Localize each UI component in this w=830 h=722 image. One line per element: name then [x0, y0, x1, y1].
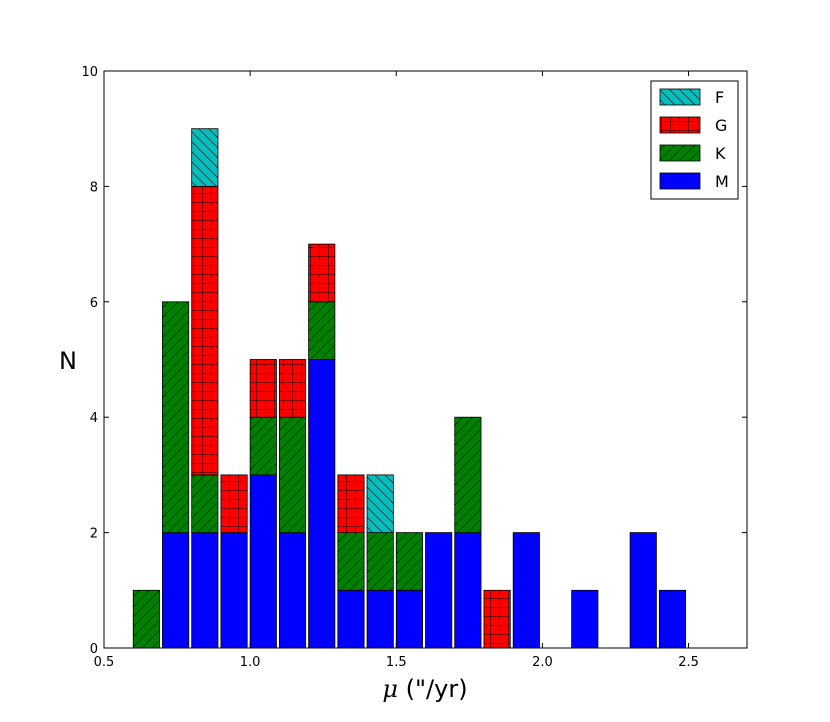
y-tick-label: 0: [90, 642, 98, 657]
bar-G-7: [337, 474, 365, 533]
bar-K-7: [337, 532, 365, 591]
bar-M-13: [512, 532, 540, 649]
bar-K-4: [249, 416, 277, 476]
legend-label-K: K: [715, 144, 726, 163]
bar-M-18: [658, 589, 687, 649]
y-tick-label: 10: [81, 65, 98, 80]
bar-G-5: [278, 359, 307, 418]
legend-label-F: F: [715, 88, 724, 107]
plot-frame: [103, 70, 748, 649]
bar-G-6: [308, 243, 336, 303]
legend-entry-K: K: [659, 144, 726, 163]
bar-K-0: [132, 589, 160, 649]
bar-M-5: [278, 532, 307, 649]
bar-M-17: [629, 532, 657, 649]
legend-entry-M: M: [659, 172, 729, 191]
x-tick-label: 2.0: [532, 655, 553, 670]
bar-M-11: [454, 532, 482, 649]
y-tick-label: 8: [90, 180, 98, 195]
bar-K-5: [278, 416, 307, 534]
y-tick-label: 4: [90, 411, 98, 426]
legend-entry-G: G: [659, 116, 727, 135]
bar-K-9: [395, 532, 423, 591]
bar-K-1: [162, 301, 190, 533]
y-tick-label: 6: [90, 296, 98, 311]
bar-G-3: [220, 474, 248, 533]
legend-label-M: M: [715, 172, 729, 191]
bar-M-3: [220, 532, 248, 649]
bar-K-11: [454, 416, 482, 534]
bar-K-6: [308, 301, 336, 360]
bar-M-7: [337, 589, 365, 649]
bar-M-6: [308, 359, 336, 649]
bar-F-2: [191, 128, 219, 187]
x-tick-label: 1.0: [240, 655, 261, 670]
bar-M-4: [249, 474, 277, 649]
bar-M-9: [395, 589, 423, 649]
axes-layer: 0.5 1.0 1.5 2.0 2.5 0 2 4 6 8 10: [81, 65, 748, 670]
y-tick-label: 2: [90, 527, 98, 542]
legend-entry-F: F: [659, 88, 724, 107]
bar-K-8: [366, 532, 394, 591]
bar-M-10: [425, 532, 453, 649]
x-tick-label: 2.5: [678, 655, 699, 670]
legend-label-G: G: [715, 116, 727, 135]
bar-M-1: [162, 532, 190, 649]
x-axis-label-symbol: μ: [382, 675, 398, 703]
bar-G-2: [191, 185, 219, 476]
bars-layer: [132, 128, 687, 649]
bar-M-8: [366, 589, 394, 649]
x-axis-label: μ ("/yr): [382, 675, 467, 703]
bar-G-12: [483, 589, 511, 649]
x-axis-label-units: ("/yr): [398, 675, 468, 703]
bar-F-8: [366, 474, 394, 533]
x-tick-label: 0.5: [94, 655, 115, 670]
x-tick-label: 1.5: [386, 655, 407, 670]
bar-M-2: [191, 532, 219, 649]
bar-M-15: [571, 589, 599, 649]
bar-K-2: [191, 474, 219, 533]
y-axis-label: N: [59, 347, 77, 375]
bar-G-4: [249, 359, 277, 418]
